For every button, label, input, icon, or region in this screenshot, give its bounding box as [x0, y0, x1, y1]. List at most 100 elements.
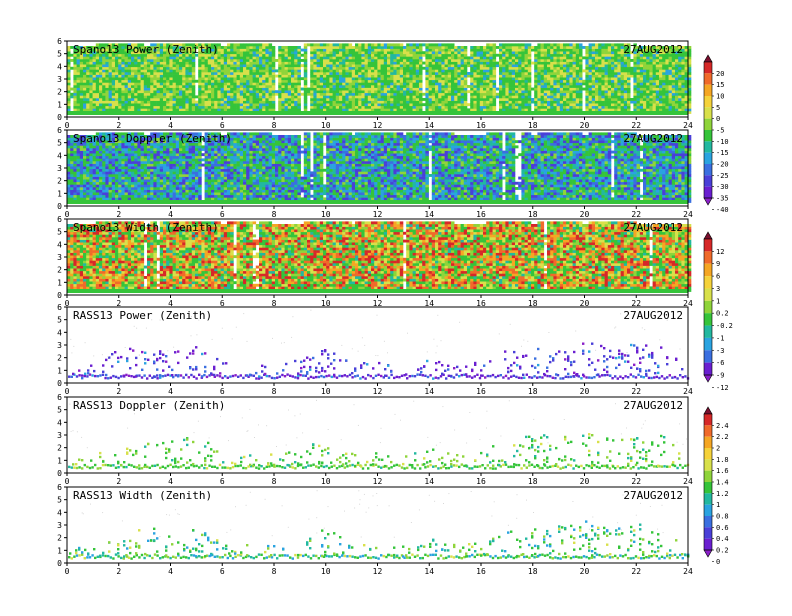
- data-cell: [351, 46, 356, 49]
- data-cell: [271, 108, 276, 112]
- data-cell: [665, 56, 669, 60]
- data-cell: [323, 51, 327, 55]
- data-cell: [639, 90, 644, 94]
- data-cell: [566, 43, 570, 47]
- data-cell: [566, 46, 570, 49]
- data-cell: [668, 95, 673, 99]
- data-cell: [678, 74, 682, 78]
- data-cell: [137, 98, 141, 101]
- data-cell: [390, 66, 394, 70]
- data-cell: [140, 90, 145, 94]
- data-cell: [243, 95, 247, 99]
- data-cell: [412, 108, 417, 112]
- data-cell: [617, 72, 621, 75]
- data-cell: [518, 53, 522, 57]
- data-cell: [204, 92, 209, 96]
- data-cell: [659, 64, 663, 68]
- data-cell: [153, 61, 157, 65]
- data-cell: [435, 61, 439, 65]
- data-cell: [457, 66, 461, 70]
- data-cell: [243, 74, 247, 78]
- data-cell: [323, 59, 327, 62]
- data-cell: [335, 92, 340, 96]
- data-cell: [675, 56, 679, 60]
- data-cell: [67, 69, 71, 73]
- data-cell: [534, 69, 538, 73]
- data-cell: [431, 69, 436, 73]
- data-cell: [153, 108, 157, 112]
- data-cell: [585, 85, 589, 88]
- data-cell: [134, 92, 138, 96]
- data-cell: [131, 98, 135, 101]
- data-cell: [207, 74, 212, 78]
- data-cell: [566, 100, 570, 104]
- data-cell: [483, 79, 487, 83]
- data-cell: [342, 82, 346, 86]
- data-cell: [214, 98, 218, 101]
- data-cell: [198, 53, 202, 57]
- data-cell: [175, 90, 180, 94]
- data-cell: [675, 59, 679, 62]
- data-cell: [627, 90, 631, 94]
- data-cell: [92, 64, 97, 68]
- data-cell: [550, 61, 554, 65]
- data-cell: [659, 108, 663, 112]
- data-cell: [598, 87, 602, 91]
- data-cell: [166, 98, 170, 101]
- data-cell: [342, 95, 346, 99]
- data-cell: [441, 56, 445, 60]
- data-cell: [396, 66, 401, 70]
- data-cell: [374, 56, 378, 60]
- data-cell: [262, 48, 266, 52]
- data-cell: [175, 61, 180, 65]
- data-cell: [588, 66, 593, 70]
- data-cell: [518, 64, 522, 68]
- data-cell: [486, 90, 490, 94]
- data-cell: [188, 43, 193, 47]
- data-cell: [636, 72, 641, 75]
- data-cell: [191, 56, 196, 60]
- data-cell: [476, 90, 481, 94]
- data-cell: [556, 74, 561, 78]
- data-cell: [643, 82, 647, 86]
- data-cell: [175, 92, 180, 96]
- data-cell: [396, 95, 401, 99]
- data-cell: [127, 59, 132, 62]
- data-cell: [614, 85, 618, 88]
- data-cell: [431, 77, 436, 81]
- data-cell: [623, 82, 628, 86]
- data-cell: [467, 74, 471, 78]
- data-cell: [79, 87, 84, 91]
- data-cell: [287, 72, 292, 75]
- data-cell: [175, 43, 180, 47]
- data-cell: [415, 43, 420, 47]
- data-cell: [297, 48, 301, 52]
- data-cell: [220, 82, 225, 86]
- data-cell: [303, 59, 308, 62]
- data-cell: [374, 98, 378, 101]
- data-cell: [534, 85, 538, 88]
- data-cell: [348, 98, 353, 101]
- data-cell: [681, 87, 685, 91]
- data-cell: [518, 59, 522, 62]
- data-cell: [249, 48, 253, 52]
- data-cell: [486, 69, 490, 73]
- data-cell: [598, 56, 602, 60]
- data-cell: [575, 56, 580, 60]
- data-cell: [252, 61, 257, 65]
- data-cell: [508, 51, 513, 55]
- data-cell: [252, 43, 257, 47]
- data-cell: [527, 103, 532, 107]
- data-cell: [649, 51, 653, 55]
- data-cell: [470, 79, 474, 83]
- data-cell: [239, 85, 244, 88]
- data-cell: [83, 79, 87, 83]
- data-cell: [275, 92, 279, 96]
- data-cell: [223, 85, 228, 88]
- data-cell: [380, 82, 385, 86]
- data-cell: [591, 98, 596, 101]
- data-cell: [220, 108, 225, 112]
- data-cell: [95, 59, 100, 62]
- data-cell: [262, 64, 266, 68]
- data-cell: [601, 85, 605, 88]
